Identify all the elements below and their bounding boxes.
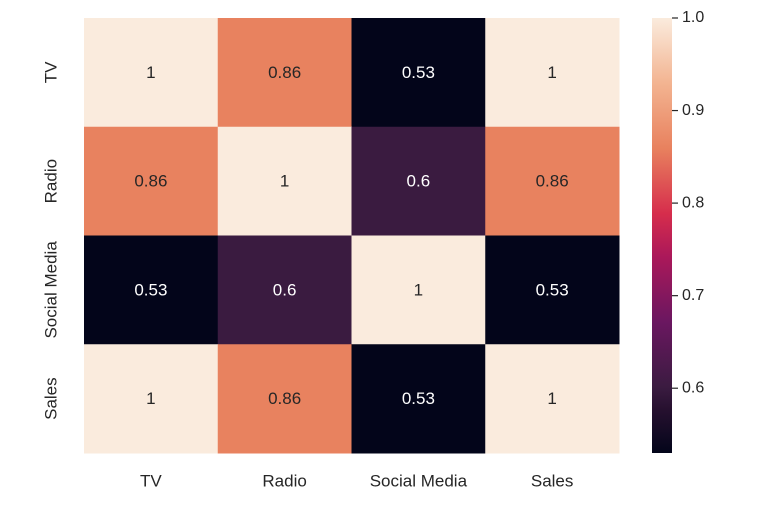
heatmap-cell-1-3 [485,126,620,236]
x-tick-label-0: TV [140,471,162,490]
y-tick-label-0: TV [41,61,60,83]
x-tick-label-1: Radio [262,471,306,490]
cell-annotation-3-3: 1 [547,389,556,408]
colorbar-gradient [652,18,672,453]
heatmap-cell-3-1 [217,344,352,454]
colorbar-ticks: 1.0 0.9 0.8 0.7 0.6 [672,9,704,396]
cell-annotation-1-0: 0.86 [134,172,167,191]
y-axis-tick-labels: TV Radio Social Media Sales [41,61,60,420]
colorbar-tick-label-3: 0.7 [682,287,704,304]
colorbar-tick-label-4: 0.6 [682,379,704,396]
colorbar-tick-label-1: 0.9 [682,102,704,119]
cell-annotation-0-3: 1 [547,63,556,82]
cell-annotation-3-1: 0.86 [268,389,301,408]
cell-annotation-0-0: 1 [146,63,155,82]
y-tick-label-3: Sales [41,377,60,420]
colorbar-tick-label-2: 0.8 [682,194,704,211]
cell-annotation-2-1: 0.6 [273,280,297,299]
heatmap-cell-1-0 [84,126,219,236]
heatmap-cell-3-2 [351,344,486,454]
heatmap-cell-2-3 [485,235,620,345]
cell-annotation-2-2: 1 [414,280,423,299]
heatmap-cell-0-1 [217,18,352,128]
cell-annotation-3-0: 1 [146,389,155,408]
cell-annotation-2-3: 0.53 [536,280,569,299]
cell-annotation-1-2: 0.6 [407,172,431,191]
x-axis-tick-labels: TV Radio Social Media Sales [140,471,573,490]
heatmap-cell-2-1 [217,235,352,345]
cell-annotation-1-1: 1 [280,172,289,191]
heatmap-cell-2-0 [84,235,219,345]
heatmap-cell-3-0 [84,344,219,454]
cell-annotation-0-1: 0.86 [268,63,301,82]
heatmap-cell-2-2 [351,235,486,345]
y-tick-label-1: Radio [41,159,60,203]
cell-annotation-3-2: 0.53 [402,389,435,408]
y-tick-label-2: Social Media [41,241,60,339]
colorbar: 1.0 0.9 0.8 0.7 0.6 [652,9,704,453]
cell-annotation-2-0: 0.53 [134,280,167,299]
x-tick-label-2: Social Media [370,471,468,490]
heatmap-cell-1-2 [351,126,486,236]
heatmap-cell-0-3 [485,18,620,128]
cell-annotation-0-2: 0.53 [402,63,435,82]
heatmap-annotations: 1 0.86 0.53 1 0.86 1 0.6 0.86 0.53 0.6 1 0.53 1 0.86 0… [134,63,568,408]
heatmap-cell-3-3 [485,344,620,454]
heatmap-cells [84,18,620,454]
cell-annotation-1-3: 0.86 [536,172,569,191]
colorbar-tick-label-0: 1.0 [682,9,704,26]
heatmap-cell-1-1 [217,126,352,236]
heatmap-cell-0-2 [351,18,486,128]
heatmap-cell-0-0 [84,18,219,128]
x-tick-label-3: Sales [531,471,574,490]
